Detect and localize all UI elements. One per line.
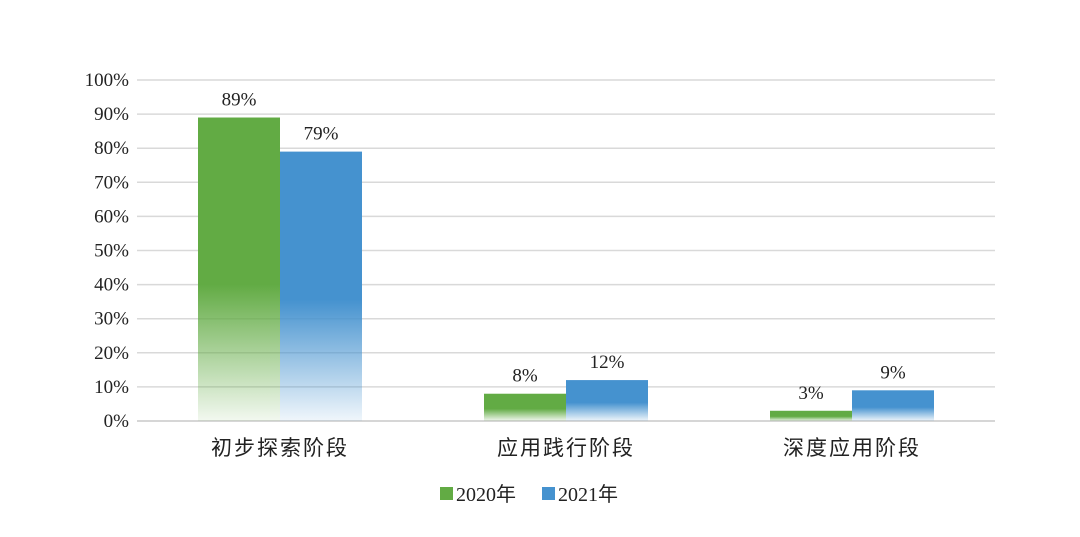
y-tick-label: 30% xyxy=(94,309,129,330)
y-tick-label: 0% xyxy=(104,411,130,432)
data-labels: 89% 79% 8% 12% 3% 9% xyxy=(222,90,906,404)
y-tick-label: 10% xyxy=(94,377,129,398)
legend-label: 2020年 xyxy=(456,483,516,506)
bar-series-2 xyxy=(280,151,362,422)
bar-series-1 xyxy=(198,117,280,421)
y-tick-label: 50% xyxy=(94,241,129,262)
bar-series-2 xyxy=(566,380,648,421)
y-tick-label: 90% xyxy=(94,104,129,125)
bar-series-1 xyxy=(770,410,852,421)
category-label: 深度应用阶段 xyxy=(783,436,921,460)
x-axis-categories: 初步探索阶段 应用践行阶段 深度应用阶段 xyxy=(211,436,921,460)
y-tick-label: 60% xyxy=(94,206,129,227)
y-tick-label: 40% xyxy=(94,275,129,296)
y-tick-label: 20% xyxy=(94,343,129,364)
data-label: 8% xyxy=(512,366,538,387)
legend-label: 2021年 xyxy=(558,483,618,506)
legend-swatch xyxy=(440,487,453,500)
data-label: 79% xyxy=(304,124,339,145)
data-label: 89% xyxy=(222,90,257,111)
legend-swatch xyxy=(542,487,555,500)
y-axis-ticks: 0% 10% 20% 30% 40% 50% 60% 70% 80% 90% 100% xyxy=(85,70,130,432)
data-label: 9% xyxy=(880,362,906,383)
category-label: 应用践行阶段 xyxy=(497,436,635,460)
data-label: 12% xyxy=(590,352,625,373)
y-tick-label: 80% xyxy=(94,138,129,159)
data-label: 3% xyxy=(798,383,824,404)
legend: 2020年 2021年 xyxy=(440,483,618,506)
y-tick-label: 100% xyxy=(85,70,130,91)
y-tick-label: 70% xyxy=(94,172,129,193)
bar-series-1 xyxy=(484,393,566,421)
bar-series-2 xyxy=(852,390,934,421)
category-label: 初步探索阶段 xyxy=(211,436,349,460)
bars xyxy=(198,117,934,422)
